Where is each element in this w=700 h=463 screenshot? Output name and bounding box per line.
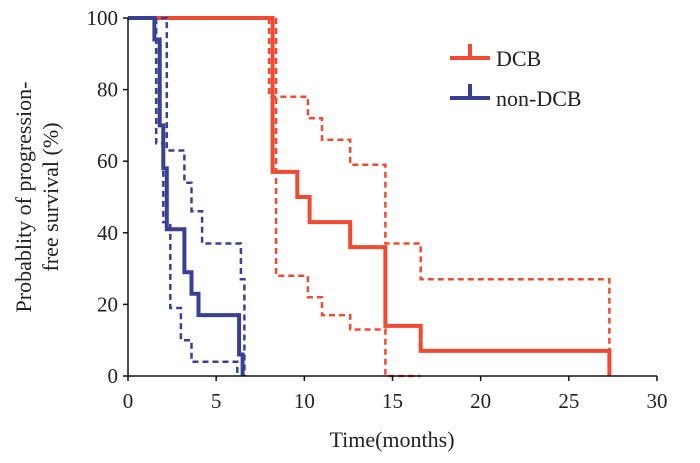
y-axis-title-line-1: Probablity of progression- [11,82,36,313]
x-tick-label-25: 25 [558,389,579,413]
y-tick-label-0: 0 [108,364,119,388]
axes [127,18,657,377]
series-non-dcb-survival-line [128,16,245,376]
series-dcb-lower-ci [274,18,421,378]
ticks: 0 5 10 15 20 25 30 0 20 40 60 80 100 [87,6,668,413]
x-tick-label-10: 10 [294,389,315,413]
plot-lines [128,16,612,378]
x-tick-label-20: 20 [470,389,491,413]
legend-item-non-dcb: non-DCB [450,84,582,111]
series-dcb-upper-ci [267,18,611,376]
x-tick-label-5: 5 [211,389,222,413]
x-tick-label-15: 15 [382,389,403,413]
y-tick-label-80: 80 [97,78,118,102]
y-tick-label-60: 60 [97,149,118,173]
x-axis-title: Time(months) [329,427,454,452]
series-dcb-survival-line [128,16,612,376]
x-tick-label-0: 0 [123,389,134,413]
y-tick-label-40: 40 [97,221,118,245]
legend: DCB non-DCB [450,44,582,111]
legend-label-dcb: DCB [496,46,541,71]
legend-item-dcb: DCB [450,44,541,71]
series-non-dcb-upper-ci [150,16,246,376]
y-tick-label-100: 100 [87,6,119,30]
y-tick-label-20: 20 [97,292,118,316]
x-tick-label-30: 30 [647,389,668,413]
legend-label-non-dcb: non-DCB [496,86,582,111]
y-axis-title-line-2: free survival (%) [38,122,63,271]
